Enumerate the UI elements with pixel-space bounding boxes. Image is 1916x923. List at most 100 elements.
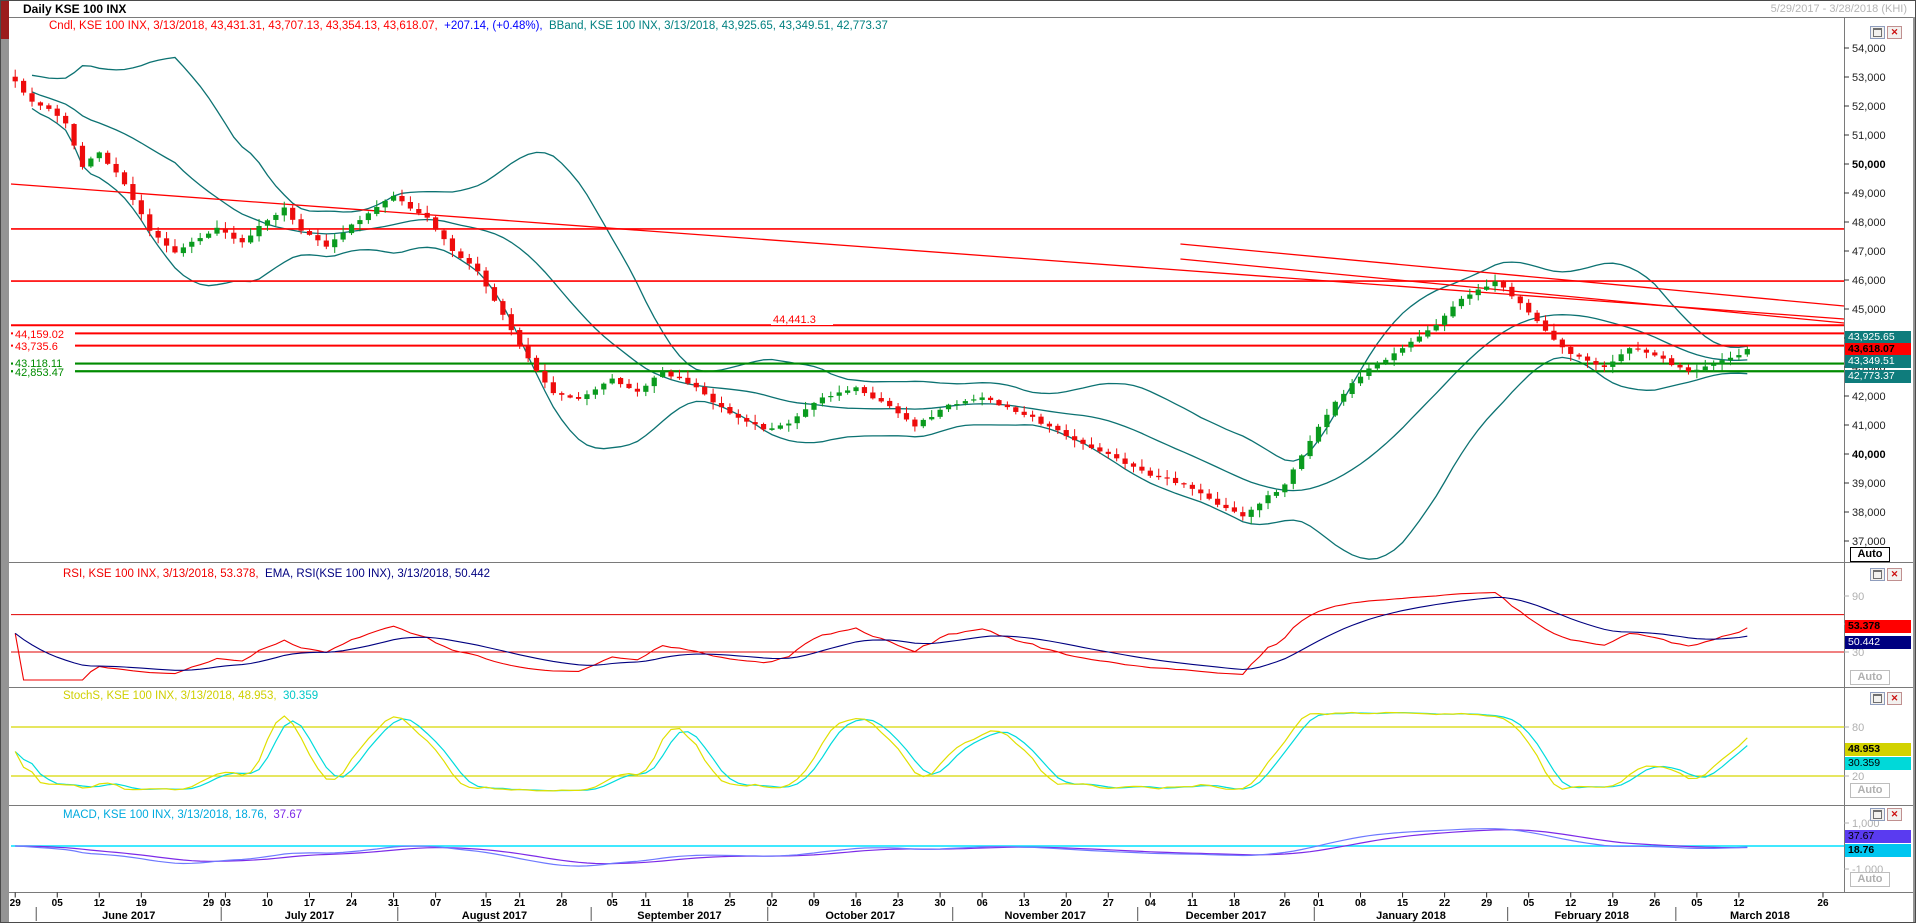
candle-body bbox=[651, 377, 657, 387]
candle-body bbox=[1046, 423, 1053, 427]
candle-body bbox=[1273, 492, 1280, 496]
candle-body bbox=[1610, 361, 1616, 367]
candle-body bbox=[1206, 493, 1212, 499]
candle-body bbox=[887, 400, 893, 407]
candle-body bbox=[1517, 296, 1523, 304]
minimize-icon[interactable] bbox=[1870, 26, 1885, 39]
candle-body bbox=[1172, 477, 1179, 484]
minimize-icon[interactable] bbox=[1870, 808, 1885, 821]
stoch-axis-tick-label: 80 bbox=[1852, 722, 1864, 734]
candle-body bbox=[172, 246, 178, 253]
candle-body bbox=[777, 425, 783, 429]
time-axis-tick-label: 19 bbox=[136, 898, 148, 909]
candle-body bbox=[1383, 359, 1389, 363]
candle-body bbox=[962, 401, 968, 404]
macd-legend: MACD, KSE 100 INX, 3/13/2018, 18.76, 37.… bbox=[63, 809, 303, 821]
candle-body bbox=[458, 251, 464, 259]
price-legend-segment: BBand, KSE 100 INX, 3/13/2018, 43,925.65… bbox=[549, 20, 888, 32]
candle-body bbox=[340, 232, 346, 240]
month-label: March 2018 bbox=[1730, 910, 1790, 922]
time-axis-tick-label: 05 bbox=[52, 898, 64, 909]
candle-body bbox=[500, 301, 506, 315]
minimize-icon[interactable] bbox=[1870, 692, 1885, 705]
candle-body bbox=[1122, 458, 1128, 464]
candle-body bbox=[1484, 286, 1490, 290]
candle-body bbox=[1080, 439, 1086, 444]
candle-body bbox=[1652, 352, 1658, 356]
candle-body bbox=[348, 224, 355, 234]
candle-body bbox=[1643, 349, 1650, 353]
time-axis-tick-label: 23 bbox=[893, 898, 905, 909]
auto-scale-button[interactable]: Auto bbox=[1850, 872, 1890, 887]
candle-body bbox=[1063, 430, 1069, 437]
candle-body bbox=[735, 413, 741, 418]
candle-body bbox=[1072, 436, 1078, 441]
candle-body bbox=[441, 230, 447, 240]
candle-body bbox=[1214, 498, 1221, 505]
time-axis-tick-label: 05 bbox=[607, 898, 619, 909]
price-axis-tick-label: 42,000 bbox=[1852, 391, 1886, 403]
auto-scale-button[interactable]: Auto bbox=[1850, 783, 1890, 798]
candle-body bbox=[1568, 347, 1574, 354]
level-label-bg bbox=[13, 329, 75, 340]
candle-body bbox=[323, 240, 329, 247]
time-axis-tick-label: 25 bbox=[724, 898, 736, 909]
candle-body bbox=[163, 238, 170, 246]
candle-body bbox=[1105, 451, 1111, 454]
rsi-ema-line bbox=[14, 596, 1748, 671]
candle-body bbox=[424, 212, 430, 218]
candle-body bbox=[180, 247, 186, 254]
close-icon[interactable]: ✕ bbox=[1887, 26, 1902, 39]
candle-body bbox=[12, 76, 18, 82]
minimize-glyph bbox=[1873, 28, 1882, 37]
close-icon[interactable]: ✕ bbox=[1887, 692, 1902, 705]
candle-body bbox=[1526, 302, 1532, 313]
rsi-line bbox=[14, 591, 1748, 681]
candle-body bbox=[1458, 298, 1465, 307]
candle-body bbox=[1694, 369, 1700, 372]
time-axis-tick-label: 15 bbox=[1397, 898, 1409, 909]
candle-body bbox=[105, 152, 111, 164]
price-axis-tick-label: 52,000 bbox=[1852, 101, 1886, 113]
bollinger-lower-band bbox=[31, 107, 1748, 560]
candle-body bbox=[483, 270, 489, 287]
candle-body bbox=[945, 404, 952, 410]
price-axis-tick-label: 51,000 bbox=[1852, 130, 1886, 142]
candle-body bbox=[88, 158, 94, 167]
candle-body bbox=[357, 220, 363, 225]
time-axis-tick-label: 28 bbox=[556, 898, 568, 909]
candle-body bbox=[214, 227, 220, 234]
level-label-bg bbox=[771, 314, 833, 325]
title-bar: Daily KSE 100 INX 5/29/2017 - 3/28/2018 … bbox=[1, 1, 1915, 39]
candle-body bbox=[1240, 512, 1246, 517]
candle-body bbox=[1374, 363, 1380, 369]
candle-body bbox=[1332, 401, 1338, 416]
price-value-badge: 43,925.65 bbox=[1845, 331, 1911, 344]
candle-body bbox=[1257, 503, 1263, 511]
candle-body bbox=[920, 419, 926, 427]
candle-body bbox=[836, 392, 842, 396]
minimize-icon[interactable] bbox=[1870, 568, 1885, 581]
macd-value-badge: 18.76 bbox=[1845, 844, 1911, 857]
candle-body bbox=[1139, 466, 1145, 471]
candle-body bbox=[121, 172, 128, 185]
stoch-legend: StochS, KSE 100 INX, 3/13/2018, 48.953, … bbox=[63, 690, 319, 702]
candle-body bbox=[1029, 414, 1036, 417]
close-icon[interactable]: ✕ bbox=[1887, 568, 1902, 581]
candle-body bbox=[811, 402, 817, 410]
candle-body bbox=[130, 184, 136, 200]
close-icon[interactable]: ✕ bbox=[1887, 808, 1902, 821]
candle-body bbox=[231, 232, 237, 239]
auto-scale-button[interactable]: Auto bbox=[1850, 547, 1890, 562]
panel-window-controls: ✕ bbox=[1870, 26, 1902, 39]
time-axis-tick-label: 02 bbox=[766, 898, 778, 909]
candle-body bbox=[298, 219, 304, 231]
time-axis-tick-label: 05 bbox=[1523, 898, 1535, 909]
candle-body bbox=[1130, 463, 1137, 467]
candle-body bbox=[861, 387, 868, 394]
candle-body bbox=[1467, 294, 1473, 299]
candle-body bbox=[1500, 281, 1507, 288]
auto-scale-button[interactable]: Auto bbox=[1850, 670, 1890, 685]
time-axis-tick-label: 26 bbox=[1279, 898, 1291, 909]
candle-body bbox=[626, 383, 632, 389]
